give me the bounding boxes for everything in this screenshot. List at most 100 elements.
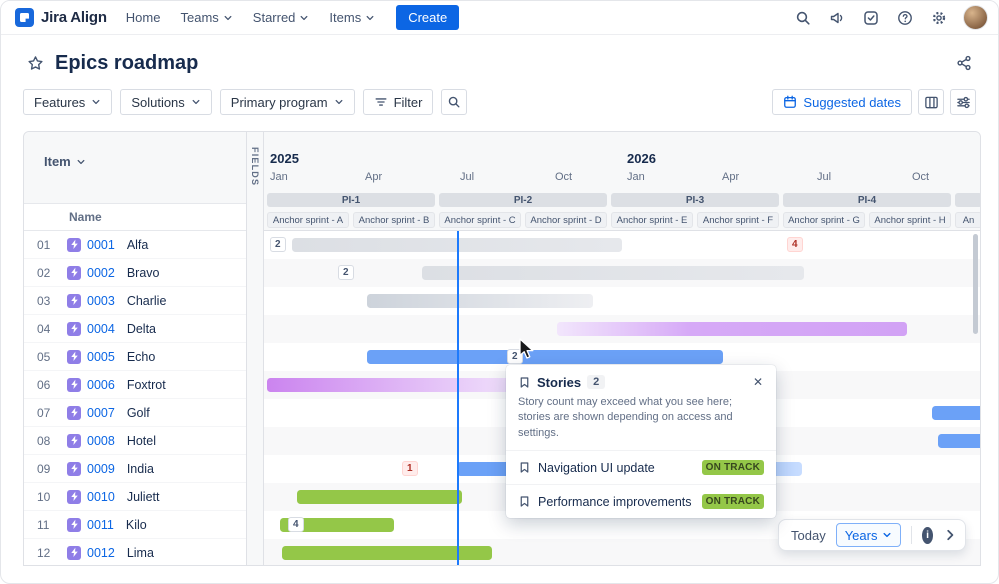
- timeline-controls: Today Years i: [778, 519, 966, 551]
- epic-row-echo[interactable]: 05 0005 Echo: [24, 343, 246, 371]
- row-number: 09: [37, 461, 51, 476]
- gantt-bar-echo[interactable]: [367, 350, 723, 364]
- stories-popup: Stories 2 ✕ Story count may exceed what …: [506, 365, 776, 519]
- popup-title: Stories: [537, 374, 582, 390]
- epic-name: Echo: [126, 349, 156, 364]
- gantt-bar-lima[interactable]: [282, 546, 492, 560]
- epic-row-hotel[interactable]: 08 0008 Hotel: [24, 427, 246, 455]
- epic-row-juliett[interactable]: 10 0010 Juliett: [24, 483, 246, 511]
- dropdown-label: Features: [34, 94, 86, 110]
- close-icon[interactable]: ✕: [752, 375, 763, 389]
- epic-id-link[interactable]: 0008: [87, 433, 115, 448]
- year-label: 2026: [627, 151, 656, 166]
- epic-name: Hotel: [126, 433, 156, 448]
- epic-id-link[interactable]: 0011: [87, 517, 114, 532]
- sliders-icon: [956, 96, 970, 108]
- search-icon[interactable]: [789, 4, 817, 32]
- epic-icon: [67, 377, 81, 392]
- fields-tab[interactable]: FIELDS: [247, 132, 264, 565]
- epic-name: Delta: [126, 321, 156, 336]
- epic-row-bravo[interactable]: 02 0002 Bravo: [24, 259, 246, 287]
- count-badge[interactable]: 2: [270, 237, 286, 252]
- tasks-check-icon[interactable]: [857, 4, 885, 32]
- filter-button[interactable]: Filter: [362, 89, 434, 115]
- pi-cell: [955, 193, 980, 207]
- share-icon[interactable]: [954, 53, 974, 73]
- chevron-down-icon: [335, 99, 343, 105]
- info-icon[interactable]: i: [922, 526, 933, 544]
- filter-dropdown-features[interactable]: Features: [23, 89, 113, 115]
- epic-row-delta[interactable]: 04 0004 Delta: [24, 315, 246, 343]
- sprint-cell: Anchor sprint - E: [611, 212, 693, 228]
- row-number: 02: [37, 265, 51, 280]
- story-item-navigation-ui-update[interactable]: Navigation UI update ON TRACK: [506, 450, 776, 484]
- favorite-star-icon[interactable]: [25, 53, 46, 74]
- epic-id-link[interactable]: 0001: [87, 237, 115, 252]
- sprint-cell: An: [955, 212, 980, 228]
- row-number: 10: [37, 489, 51, 504]
- table-view-button[interactable]: [918, 89, 944, 115]
- epic-id-link[interactable]: 0007: [87, 405, 115, 420]
- epic-row-alfa[interactable]: 01 0001 Alfa: [24, 231, 246, 259]
- app-logo[interactable]: Jira Align: [11, 8, 117, 27]
- epic-id-link[interactable]: 0006: [87, 377, 115, 392]
- epic-row-kilo[interactable]: 11 0011 Kilo: [24, 511, 246, 539]
- gantt-bar-juliett[interactable]: [297, 490, 462, 504]
- epic-row-india[interactable]: 09 0009 India: [24, 455, 246, 483]
- month-label: Apr: [365, 171, 383, 183]
- filter-button-label: Filter: [393, 94, 423, 110]
- vertical-scrollbar[interactable]: [973, 234, 978, 334]
- suggested-dates-button[interactable]: Suggested dates: [772, 89, 912, 115]
- gantt-bar-foxtrot[interactable]: [267, 378, 513, 392]
- create-button[interactable]: Create: [396, 5, 460, 30]
- nav-item-home[interactable]: Home: [117, 5, 170, 30]
- epic-id-link[interactable]: 0002: [87, 265, 115, 280]
- count-badge[interactable]: 2: [507, 349, 523, 364]
- epic-id-link[interactable]: 0003: [87, 293, 115, 308]
- row-number: 07: [37, 405, 51, 420]
- epic-id-link[interactable]: 0012: [87, 545, 115, 560]
- epic-id-link[interactable]: 0005: [87, 349, 115, 364]
- stories-count-badge: 2: [587, 375, 606, 389]
- zoom-level-dropdown[interactable]: Years: [835, 523, 902, 547]
- epic-rows: 01 0001 Alfa 02 0002 Bravo 03 0003 Charlie 04 0004…: [24, 231, 246, 565]
- pi-cell: PI-4: [783, 193, 951, 207]
- nav-item-starred[interactable]: Starred: [244, 5, 319, 30]
- today-button[interactable]: Today: [791, 527, 826, 543]
- gantt-bar-hotel[interactable]: [938, 434, 980, 448]
- gantt-bar-delta[interactable]: [557, 322, 907, 336]
- settings-gear-icon[interactable]: [925, 4, 953, 32]
- gantt-bar-charlie[interactable]: [367, 294, 593, 308]
- help-icon[interactable]: [891, 4, 919, 32]
- announcements-icon[interactable]: [823, 4, 851, 32]
- epic-row-golf[interactable]: 07 0007 Golf: [24, 399, 246, 427]
- epic-icon: [67, 461, 81, 476]
- epic-id-link[interactable]: 0009: [87, 461, 115, 476]
- count-badge[interactable]: 4: [288, 517, 304, 532]
- epic-row-lima[interactable]: 12 0012 Lima: [24, 539, 246, 565]
- gantt-bar-bravo[interactable]: [422, 266, 804, 280]
- epic-name: Golf: [126, 405, 150, 420]
- count-badge[interactable]: 4: [787, 237, 803, 252]
- gantt-bar-golf[interactable]: [932, 406, 980, 420]
- item-type-dropdown[interactable]: Item: [38, 153, 92, 170]
- epic-row-charlie[interactable]: 03 0003 Charlie: [24, 287, 246, 315]
- nav-item-teams[interactable]: Teams: [171, 5, 241, 30]
- toolbar-search-button[interactable]: [441, 89, 468, 115]
- count-badge[interactable]: 1: [402, 461, 418, 476]
- epic-id-link[interactable]: 0010: [87, 489, 115, 504]
- epic-row-foxtrot[interactable]: 06 0006 Foxtrot: [24, 371, 246, 399]
- scroll-right-button[interactable]: [943, 529, 957, 541]
- story-item-performance-improvements[interactable]: Performance improvements ON TRACK: [506, 484, 776, 518]
- toolbar-right: Suggested dates: [772, 89, 976, 115]
- filter-dropdown-solutions[interactable]: Solutions: [120, 89, 212, 115]
- pi-cell: PI-3: [611, 193, 779, 207]
- chevron-down-icon: [192, 99, 200, 105]
- gantt-bar-kilo[interactable]: [280, 518, 394, 532]
- nav-item-items[interactable]: Items: [320, 5, 384, 30]
- epic-id-link[interactable]: 0004: [87, 321, 115, 336]
- avatar[interactable]: [963, 5, 988, 30]
- filter-dropdown-primary-program[interactable]: Primary program: [219, 89, 355, 115]
- view-settings-button[interactable]: [950, 89, 976, 115]
- count-badge[interactable]: 2: [338, 265, 354, 280]
